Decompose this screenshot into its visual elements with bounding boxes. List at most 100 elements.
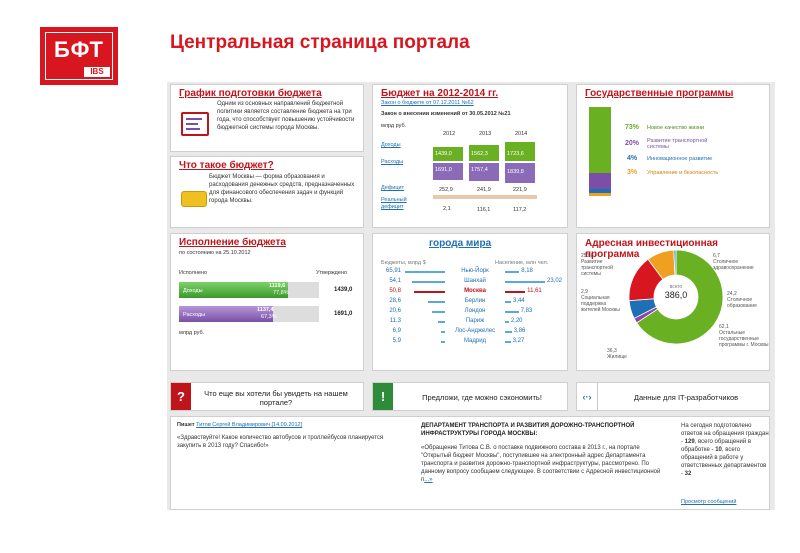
execution-title[interactable]: Исполнение бюджета [179,237,286,248]
it-data-button[interactable]: ‹·› Данные для IT-разработчиков [576,382,770,411]
revenue-row-label[interactable]: Доходы [381,142,401,148]
execution-col1: Исполнено [179,270,208,276]
logo-frame: БФТ IBS [45,32,113,80]
budget-amend-text: Закон о внесении изменений от 30.05.2012… [381,111,511,117]
budget-law-link[interactable]: Закон о бюджете от 07.12.2011 №62 [381,100,474,106]
invest-panel: Адресная инвестиционная программа всего … [576,233,770,371]
invest-label-social[interactable]: 2,9 Социальная поддержка жителей Москвы [581,289,625,313]
invest-other-value: 62,1 [719,324,729,330]
cities-right-label: Население, млн чел. [495,260,549,266]
year-2013: 2013 [479,131,492,137]
city-budget-bar [414,291,445,293]
expense-bar-2013 [469,163,499,181]
expense-2014-value: 1839,8 [507,169,524,175]
programs-segment-3 [589,189,611,193]
revenue-value: 1119,6 [269,283,286,289]
budget-2012-panel: Бюджет на 2012-2014 гг. Закон о бюджете … [372,84,568,228]
page-title: Центральная страница портала [170,32,470,53]
city-row[interactable]: 11,3 Париж 2,20 [379,318,564,326]
programs-title[interactable]: Государственные программы [585,88,734,99]
invest-label-transport[interactable]: 253,8 Развитие транспортной системы [581,253,629,277]
city-pop-bar [505,341,511,343]
stats-line2: , всего обращений в обработке - [681,439,752,453]
invest-social-value: 2,9 [581,289,588,295]
budget-prep-text: Одним из основных направлений бюджетной … [217,101,355,131]
city-budget-value: 50,8 [389,288,401,294]
city-budget-bar [432,311,445,313]
budget-prep-title[interactable]: График подготовки бюджета [179,88,322,99]
suggest-button-label: Предложи, где можно сэкономить! [422,393,542,402]
city-name: Берлин [464,298,486,304]
what-budget-panel: Что такое бюджет? Бюджет Москвы — форма … [170,156,364,228]
feedback-author-line: Пишет Титов Сергей Владимирович [14.09.2… [177,422,302,428]
city-row[interactable]: 6,9 Лос-Анджелес 3,86 [379,328,564,336]
expense-track [179,306,319,322]
invest-social-text: Социальная поддержка жителей Москвы [581,295,620,313]
city-name: Нью-Йорк [461,268,489,274]
wish-button[interactable]: ? Что еще вы хотели бы увидеть на нашем … [170,382,364,411]
dept-title: ДЕПАРТАМЕНТ ТРАНСПОРТА И РАЗВИТИЯ ДОРОЖН… [421,423,635,437]
dept-more-link[interactable]: ...» [424,477,433,483]
revenue-fill [179,282,288,298]
city-row[interactable]: 5,9 Мадрид 3,27 [379,338,564,346]
real-deficit-2012-value: 2,1 [443,206,451,212]
question-icon: ? [171,383,191,410]
invest-label-other[interactable]: 62,1 Остальные государственные программы… [719,324,769,348]
city-row[interactable]: 65,91 Нью-Йорк 8,18 [379,268,564,276]
city-row[interactable]: 50,8 Москва 11,61 [379,288,564,296]
city-pop-bar [505,311,519,313]
city-budget-bar [412,281,445,283]
city-row[interactable]: 20,6 Лондон 7,83 [379,308,564,316]
program-1-label[interactable]: Новое качество жизни [647,125,705,131]
program-1-pct: 73% [625,124,640,131]
invest-title[interactable]: Адресная инвестиционная программа [585,238,719,260]
real-deficit-row-label[interactable]: Реальный дефицит [381,197,407,210]
city-pop-value: 3,44 [512,298,525,304]
city-pop-bar [505,281,545,283]
deficit-row-label[interactable]: Дефицит [381,185,405,191]
what-budget-title[interactable]: Что такое бюджет? [179,160,274,171]
city-name: Москва [464,288,486,294]
city-pop-value: 23,02 [547,278,563,284]
city-row[interactable]: 28,6 Берлин 3,44 [379,298,564,306]
cities-list: 65,91 Нью-Йорк 8,18 54,1 Шанхай 23,02 50,8 Моск… [379,268,564,348]
invest-label-health[interactable]: 6,7 Столичное здравоохранение [713,253,769,271]
city-budget-bar [441,341,445,343]
city-pop-value: 2,20 [510,318,523,324]
program-4-label[interactable]: Управление и безопасность [647,170,719,176]
expense-row-label[interactable]: Расходы [381,159,404,165]
city-budget-bar [405,271,445,273]
invest-label-education[interactable]: 24,2 Столичное образование [727,291,769,309]
city-name: Лос-Анджелес [454,328,496,334]
wallet-icon [181,191,207,207]
deficit-2013-value: 241,9 [477,187,491,193]
suggest-button[interactable]: ! Предложи, где можно сэкономить! [372,382,568,411]
city-budget-value: 6,9 [392,328,401,334]
budget-2012-title[interactable]: Бюджет на 2012-2014 гг. [381,88,499,99]
deficit-bar [433,195,537,199]
city-name: Мадрид [463,338,487,344]
revenue-2013-value: 1562,3 [471,151,488,157]
stats-line1: На сегодня подготовлено ответов на обращ… [681,423,769,445]
revenue-approved: 1439,0 [334,287,353,293]
invest-center-label: всего [669,284,683,290]
program-2-label[interactable]: Развитие транспортной системы [647,138,708,150]
revenue-2014-value: 1723,6 [507,151,524,157]
city-row[interactable]: 54,1 Шанхай 23,02 [379,278,564,286]
view-messages-link[interactable]: Просмотр сообщений [681,499,737,505]
it-data-button-label: Данные для IT-разработчиков [633,393,739,402]
city-pop-value: 3,27 [512,338,525,344]
invest-label-housing[interactable]: 36,3 Жилище [607,348,647,360]
expense-2012-value: 1691,0 [435,167,452,173]
city-budget-value: 5,9 [392,338,401,344]
bft-logo[interactable]: БФТ IBS [40,27,118,85]
feedback-author-link[interactable]: Титов Сергей Владимирович [14.09.2012] [196,422,303,428]
city-pop-bar [505,321,509,323]
expense-bar-2012 [433,163,463,180]
city-pop-bar [505,331,512,333]
budget-prep-panel: График подготовки бюджета Одним из основ… [170,84,364,152]
stats-n1: 129 [684,439,695,445]
program-3-label[interactable]: Инновационное развитие [647,156,713,162]
cities-title[interactable]: города мира [429,238,492,249]
city-pop-value: 11,61 [527,288,542,294]
